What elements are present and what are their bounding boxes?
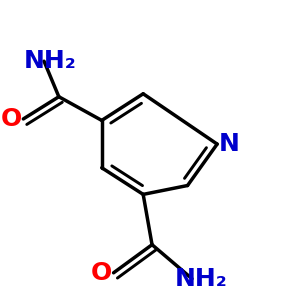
Text: NH₂: NH₂ <box>24 49 76 73</box>
Text: NH₂: NH₂ <box>175 267 227 291</box>
Text: O: O <box>1 107 22 131</box>
Text: O: O <box>91 261 112 285</box>
Text: N: N <box>218 132 239 156</box>
